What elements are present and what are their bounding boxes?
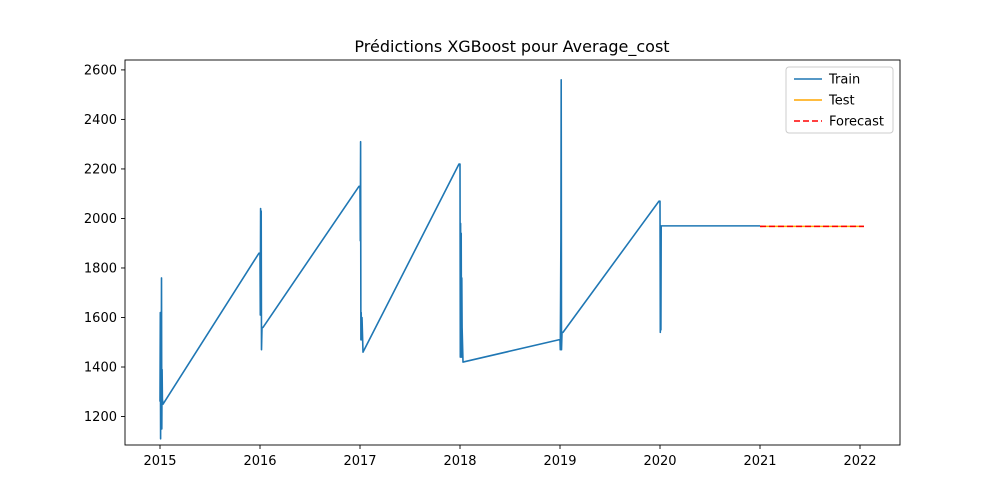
x-tick-label: 2015: [143, 454, 176, 469]
legend-label-test: Test: [828, 94, 855, 109]
axes-frame: [124, 59, 901, 446]
legend: Train Test Forecast: [785, 66, 894, 134]
y-tick-label: 2600: [84, 63, 117, 78]
y-tick-label: 2400: [84, 113, 117, 128]
x-tick-label: 2021: [743, 454, 776, 469]
series-line-train: [159, 79, 760, 440]
legend-box: [785, 66, 894, 134]
y-tick-label: 1600: [84, 311, 117, 326]
y-tick-label: 1800: [84, 261, 117, 276]
y-tick-label: 2200: [84, 162, 117, 177]
x-tick-label: 2017: [343, 454, 376, 469]
legend-label-train: Train: [828, 73, 860, 88]
y-tick-label: 1200: [84, 410, 117, 425]
x-tick-label: 2016: [243, 454, 276, 469]
legend-label-forecast: Forecast: [829, 115, 884, 130]
y-tick-label: 2000: [84, 212, 117, 227]
y-tick-label: 1400: [84, 361, 117, 376]
chart-title: Prédictions XGBoost pour Average_cost: [354, 37, 669, 57]
x-tick-label: 2020: [643, 454, 676, 469]
x-tick-label: 2019: [543, 454, 576, 469]
x-tick-label: 2022: [843, 454, 876, 469]
series-layer: [159, 79, 864, 440]
axes-layer: 2015 2016 2017 2018 2019 2020 2021 2022 1200 1400…: [84, 59, 901, 469]
x-tick-label: 2018: [443, 454, 476, 469]
